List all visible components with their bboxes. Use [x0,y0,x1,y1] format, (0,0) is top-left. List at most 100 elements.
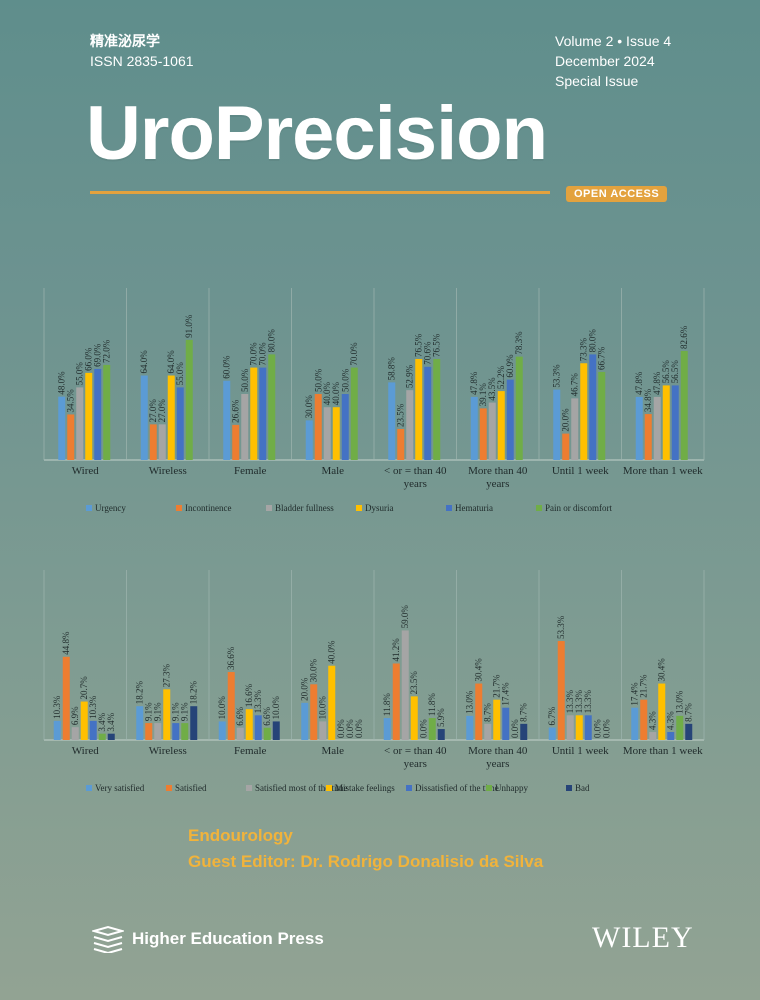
open-access-badge: OPEN ACCESS [566,186,668,202]
bar [515,356,523,460]
bar [236,727,244,740]
bar [136,706,144,740]
bar-value-label: 13.3% [253,690,263,714]
bar-value-label: 70.0% [249,342,259,366]
publisher-name: Higher Education Press [132,929,324,948]
bar [241,394,249,460]
bar-value-label: 0.0% [601,719,611,738]
bar [562,433,570,460]
bar [383,718,391,740]
category-label: Until 1 week [552,465,609,477]
bar [232,424,240,460]
category-label: More than 1 week [623,745,703,757]
legend-label: Unhappy [495,783,528,793]
satisfaction-bar-chart: 10.3%44.8%6.9%20.7%10.3%3.4% 3.4%Wired18.… [43,570,705,793]
bar [484,723,492,740]
publisher-book-icon [92,925,124,953]
bar-value-label: 20.7% [79,676,89,700]
legend-label: Bad [575,783,590,793]
bar-value-label: 8.7% [483,703,493,722]
bar [658,683,666,740]
bar-value-label: 3.4% [106,712,116,731]
bar-value-label: 30.0% [304,395,314,419]
bar-value-label: 64.0% [139,350,149,374]
bar [397,428,405,460]
bar-value-label: 21.7% [492,674,502,698]
bar-value-label: 27.3% [162,664,172,688]
category-label: years [486,478,509,490]
bar-value-label: 17.4% [501,682,511,706]
bar-value-label: 18.2% [189,680,199,704]
bar-value-label: 40.0% [322,381,332,405]
legend-swatch [486,785,492,791]
bar-value-label: 9.1% [180,702,190,721]
bar [575,715,583,740]
bar-value-label: 9.1% [171,702,181,721]
bar-value-label: 82.6% [679,325,689,349]
bar [497,391,505,460]
bar [310,684,318,740]
legend-label: Incontinence [185,503,231,513]
bar [259,367,267,460]
journal-logo: UroPrecision [86,91,548,176]
category-label: More than 1 week [623,465,703,477]
bar-value-label: 53.3% [552,364,562,388]
bar-value-label: 13.0% [465,690,475,714]
category-label: Wireless [149,465,187,477]
bar [62,656,70,740]
bar [328,665,336,740]
bar-value-label: 4.3% [648,711,658,730]
journal-chinese-title: 精准泌尿学 [90,33,160,49]
bar-value-label: 23.5% [396,403,406,427]
bar [185,339,193,460]
bar [571,398,579,460]
bar-value-label: 52.9% [405,364,415,388]
bar [53,720,61,740]
bar [475,683,483,740]
bar [89,720,97,740]
category-label: Wired [72,465,100,477]
bar-value-label: 46.7% [570,373,580,397]
bar [553,389,561,460]
bar-value-label: 34.8% [643,388,653,412]
bar-value-label: 43.5% [487,377,497,401]
bar [466,715,474,740]
bar-value-label: 8.7% [684,703,694,722]
issue-date: December 2024 [555,53,655,69]
legend-swatch [176,505,182,511]
bar [176,387,184,460]
legend-label: Dysuria [365,503,394,513]
bar [649,732,657,740]
bar [548,727,556,740]
bar-value-label: 23.5% [409,671,419,695]
bar-value-label: 6.6% [262,706,272,725]
bar [94,368,102,460]
bar-value-label: 91.0% [184,314,194,338]
bar-value-label: 5.9% [436,708,446,727]
symptoms-bar-chart: 48.0%34.5%55.0%66.0% 69.0% 72.0%Wired64.0%… [43,288,705,513]
bar [584,715,592,740]
bar [401,630,409,740]
bar [71,727,79,740]
bar [598,371,606,460]
bar-value-label: 20.0% [300,677,310,701]
bar [424,366,432,460]
bar-value-label: 20.0% [561,408,571,432]
bar [589,354,597,460]
bar [58,396,66,460]
bar-value-label: 34.5% [66,389,76,413]
bar-value-label: 0.0% [354,719,364,738]
bar-value-label: 50.0% [313,368,323,392]
legend-swatch [446,505,452,511]
bar-value-label: 21.7% [639,674,649,698]
bar-value-label: 47.8% [469,371,479,395]
legend-label: Pain or discomfort [545,503,612,513]
bar-value-label: 10.0% [318,696,328,720]
bar-value-label: 60.0% [222,355,232,379]
bar-value-label: 55.0% [75,362,85,386]
bar [163,689,171,740]
category-label: More than 40 [468,745,528,757]
bar [631,707,639,740]
bar [268,354,276,460]
bar-value-label: 80.0% [267,329,277,353]
